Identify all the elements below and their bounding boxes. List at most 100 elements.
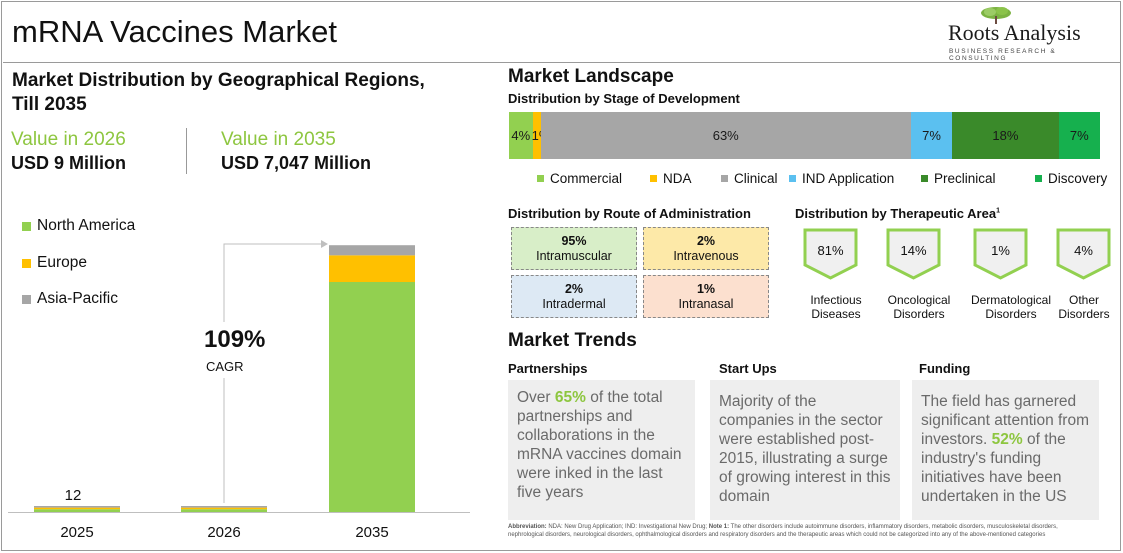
bar-segment-europe-2035 xyxy=(329,255,415,282)
partnerships-post: of the total partnerships and collaborat… xyxy=(517,389,682,501)
ther-label-dermatological: Dermatological Disorders xyxy=(964,293,1058,321)
partnerships-pre: Over xyxy=(517,389,555,406)
bar-segment-asia-pacific-2026 xyxy=(181,506,267,508)
cagr-connector xyxy=(223,243,321,503)
startups-box: Majority of the companies in the sector … xyxy=(710,380,900,520)
stage-legend-discovery: Discovery xyxy=(1035,171,1107,186)
footnote: Abbreviation: NDA: New Drug Application;… xyxy=(508,524,1093,539)
logo-tagline: BUSINESS RESEARCH & CONSULTING xyxy=(949,48,1057,62)
funding-box: The field has garnered significant atten… xyxy=(912,380,1099,520)
ther-label-line1: Oncological xyxy=(887,293,951,307)
bar-segment-north-america-2026 xyxy=(181,509,267,512)
funding-highlight: 52% xyxy=(991,431,1023,448)
route-intramuscular: 95% Intramuscular xyxy=(511,227,637,270)
logo-name: Roots Analysis xyxy=(948,20,1081,45)
company-logo: Roots Analysis BUSINESS RESEARCH & CONSU… xyxy=(945,6,1110,66)
stage-segment-label: 18% xyxy=(992,128,1019,143)
value-divider xyxy=(186,128,187,174)
legend-label: NDA xyxy=(663,171,692,186)
geo-bar-chart: 2025 2026 2035 12 xyxy=(8,240,470,541)
ther-label-line1: Dermatological xyxy=(970,293,1052,307)
tree-icon xyxy=(981,7,1011,24)
legend-europe: Europe xyxy=(22,254,87,272)
route-name: Intradermal xyxy=(542,297,606,311)
legend-swatch xyxy=(22,221,31,231)
legend-label: IND Application xyxy=(802,171,895,186)
stage-legend: Commercial NDA Clinical IND Application Prec… xyxy=(537,171,1107,189)
route-pct: 1% xyxy=(696,282,716,296)
ther-label-other: Other Disorders xyxy=(1049,293,1119,321)
footnote-abbr-text: NDA: New Drug Application; IND: Investig… xyxy=(546,524,709,530)
ther-heading: Distribution by Therapeutic Area1 xyxy=(795,206,1000,221)
value-2035-amount: USD 7,047 Million xyxy=(221,153,372,173)
bar-segment-north-america-2035 xyxy=(329,282,415,512)
legend-swatch xyxy=(22,294,31,304)
route-intravenous: 2% Intravenous xyxy=(643,227,769,270)
ther-shields: 81% 14% 1% 4% xyxy=(803,228,1111,280)
stage-segment-label: 4% xyxy=(511,128,531,143)
funding-pre: The field has garnered significant atten… xyxy=(921,393,1090,448)
shield-dermatological: 1% xyxy=(973,228,1028,280)
cagr-arrowhead xyxy=(321,240,328,248)
stage-segment-label: 7% xyxy=(1069,128,1089,143)
shield-pct: 1% xyxy=(991,243,1010,258)
ther-label-line1: Infectious xyxy=(810,293,862,307)
stage-segment-label: 63% xyxy=(712,128,739,143)
legend-swatch xyxy=(721,175,728,182)
bar-segment-europe-2026 xyxy=(181,507,267,510)
legend-swatch xyxy=(537,175,544,182)
stage-heading: Distribution by Stage of Development xyxy=(508,91,740,106)
x-tick-label-2026: 2026 xyxy=(207,524,240,541)
legend-label: Asia-Pacific xyxy=(37,290,118,307)
footnote-note-label: Note 1: xyxy=(708,524,730,530)
legend-north-america: North America xyxy=(22,217,135,235)
legend-swatch xyxy=(650,175,657,182)
x-tick-label-2025: 2025 xyxy=(60,524,93,541)
route-pct: 95% xyxy=(561,234,587,248)
geo-heading-line1: Market Distribution by Geographical Regi… xyxy=(12,70,425,91)
stage-segment-ind-application: 7% xyxy=(910,112,953,159)
cagr-value: 109% xyxy=(204,326,266,353)
legend-asia-pacific: Asia-Pacific xyxy=(22,290,118,308)
landscape-heading: Market Landscape xyxy=(508,66,674,87)
route-intranasal: 1% Intranasal xyxy=(643,275,769,318)
route-name: Intramuscular xyxy=(536,249,612,263)
partnerships-title: Partnerships xyxy=(508,361,588,376)
partnerships-box: Over 65% of the total partnerships and c… xyxy=(508,380,695,520)
legend-swatch xyxy=(789,175,796,182)
trends-heading: Market Trends xyxy=(508,330,637,351)
legend-swatch xyxy=(921,175,928,182)
route-name: Intravenous xyxy=(673,249,739,263)
value-2026-amount: USD 9 Million xyxy=(11,153,127,173)
funding-title: Funding xyxy=(919,361,971,376)
stage-legend-nda: NDA xyxy=(650,171,692,186)
ther-label-line2: Disorders xyxy=(893,307,945,321)
legend-label: Discovery xyxy=(1048,171,1108,186)
stage-legend-clinical: Clinical xyxy=(721,171,778,186)
x-tick-label-2035: 2035 xyxy=(355,524,388,541)
ther-label-infectious: Infectious Diseases xyxy=(796,293,876,321)
ther-label-line2: Diseases xyxy=(811,307,861,321)
ther-heading-sup: 1 xyxy=(996,207,1000,215)
legend-swatch xyxy=(1035,175,1042,182)
footnote-note-text: The other disorders include autoimmune d… xyxy=(508,524,1058,538)
legend-label: North America xyxy=(37,217,136,234)
route-name: Intranasal xyxy=(678,297,734,311)
bar-segment-asia-pacific-2025 xyxy=(34,506,120,508)
startups-text: Majority of the companies in the sector … xyxy=(719,393,891,505)
legend-label: Clinical xyxy=(734,171,778,186)
stage-stacked-bar: 4%1% 63% 7% 18% 7% xyxy=(509,112,1100,159)
shield-other: 4% xyxy=(1056,228,1111,280)
legend-label: Preclinical xyxy=(934,171,996,186)
bar-segment-asia-pacific-2035 xyxy=(329,245,415,256)
stage-legend-preclinical: Preclinical xyxy=(921,171,996,186)
value-2026-label: Value in 2026 xyxy=(11,129,126,150)
stage-segment-commercial: 4% xyxy=(509,112,533,159)
page-title: mRNA Vaccines Market xyxy=(12,14,338,49)
route-heading: Distribution by Route of Administration xyxy=(508,206,751,221)
cagr-label: CAGR xyxy=(206,359,244,374)
bar-segment-europe-2025 xyxy=(34,507,120,510)
stage-segment-discovery: 7% xyxy=(1058,112,1100,159)
geo-heading-line2: Till 2035 xyxy=(12,94,87,115)
